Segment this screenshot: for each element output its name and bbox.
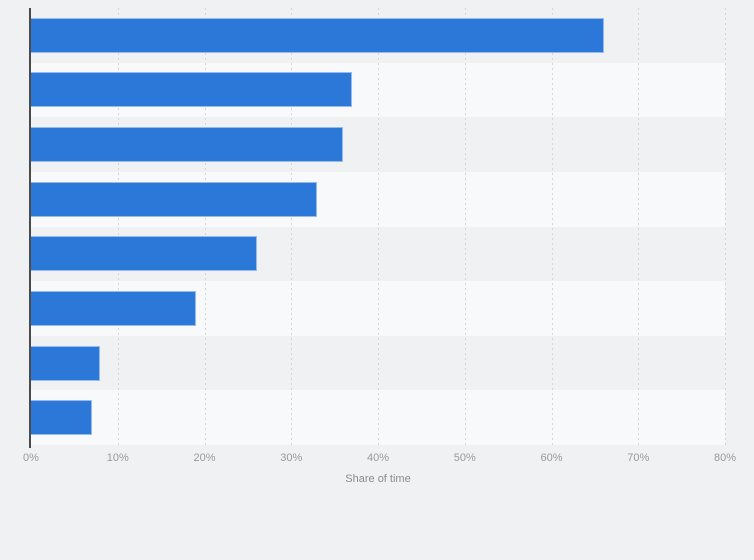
x-tick-label: 80% [713,452,737,464]
x-tick-label: 10% [106,452,129,464]
bar[interactable] [31,345,101,381]
y-axis-line [29,8,31,448]
gridline [551,8,553,448]
x-tick-label: 40% [366,452,390,464]
x-tick-label: 70% [627,452,650,464]
x-tick-label: 0% [23,452,39,464]
x-axis-title: Share of time [345,473,411,485]
bar[interactable] [31,181,318,217]
bar[interactable] [31,72,352,108]
x-tick-label: 30% [280,452,303,464]
gridline [204,8,206,448]
gridline [117,8,119,448]
bar[interactable] [31,127,344,163]
gridline [638,8,640,448]
plot-area [29,8,726,448]
gridline [378,8,379,448]
x-tick-label: 60% [540,452,563,464]
gridline [725,8,726,448]
x-tick-label: 20% [193,452,216,464]
gridline [291,8,293,448]
gridline [464,8,466,448]
bar[interactable] [31,290,196,326]
bar[interactable] [31,236,257,272]
bar[interactable] [31,400,92,436]
bar[interactable] [31,17,604,53]
x-tick-label: 50% [453,452,476,464]
